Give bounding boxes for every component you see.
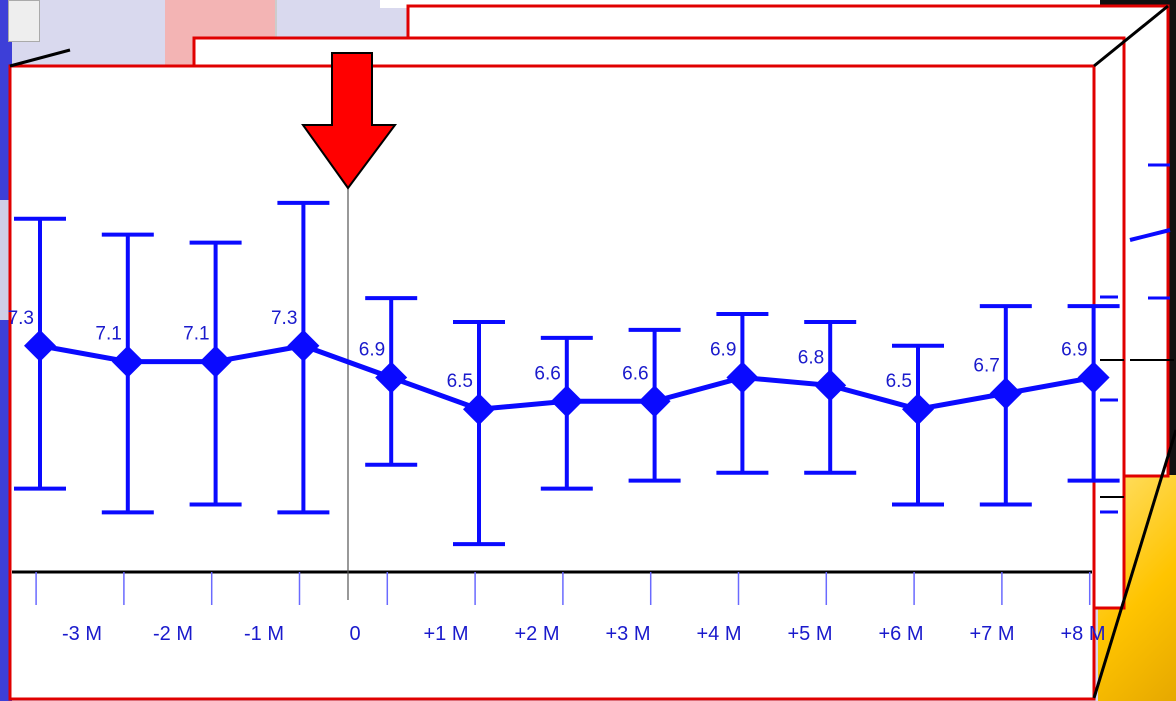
data-point-marker bbox=[638, 385, 671, 418]
x-tick-label: +4 M bbox=[696, 623, 741, 645]
data-label: 7.3 bbox=[8, 308, 34, 329]
down-arrow-icon bbox=[301, 52, 397, 190]
data-label: 6.6 bbox=[534, 363, 560, 384]
data-label: 6.9 bbox=[359, 340, 385, 361]
data-label: 6.6 bbox=[622, 363, 648, 384]
x-tick-label: -2 M bbox=[153, 623, 193, 645]
x-tick-label: +1 M bbox=[423, 623, 468, 645]
data-point-marker bbox=[111, 345, 144, 378]
background-chart-fragment bbox=[1100, 163, 1174, 514]
data-point-marker bbox=[24, 329, 56, 362]
data-label: 6.5 bbox=[447, 371, 473, 392]
data-point-marker bbox=[902, 393, 934, 426]
data-point-marker bbox=[550, 385, 583, 418]
data-point-marker bbox=[989, 377, 1022, 410]
x-tick-label: +2 M bbox=[514, 623, 559, 645]
x-tick-label: +5 M bbox=[787, 623, 832, 645]
chart-frame bbox=[8, 64, 1096, 701]
data-point-marker bbox=[463, 393, 495, 426]
data-point-marker bbox=[814, 369, 847, 402]
data-point-marker bbox=[726, 361, 759, 394]
background-page-edge bbox=[380, 0, 1176, 8]
data-label: 6.9 bbox=[1061, 340, 1087, 361]
data-label: 7.1 bbox=[183, 324, 209, 345]
data-label: 7.3 bbox=[271, 308, 297, 329]
x-tick-label: 0 bbox=[349, 623, 360, 645]
perspective-line bbox=[9, 48, 71, 68]
perspective-line bbox=[1092, 429, 1176, 699]
data-point-marker bbox=[1077, 361, 1110, 394]
x-tick-label: +3 M bbox=[605, 623, 650, 645]
x-tick-label: +7 M bbox=[969, 623, 1014, 645]
x-tick-label: +8 M bbox=[1060, 623, 1105, 645]
x-tick-label: -3 M bbox=[62, 623, 102, 645]
data-label: 6.5 bbox=[886, 371, 912, 392]
perspective-line bbox=[1093, 4, 1169, 68]
data-label: 7.1 bbox=[95, 324, 121, 345]
background-thumbnail bbox=[8, 0, 40, 42]
data-point-marker bbox=[287, 329, 320, 362]
data-point-marker bbox=[375, 361, 408, 394]
x-tick-label: -1 M bbox=[244, 623, 284, 645]
x-tick-label: +6 M bbox=[878, 623, 923, 645]
data-point-marker bbox=[199, 345, 232, 378]
data-label: 6.9 bbox=[710, 340, 736, 361]
data-label: 6.8 bbox=[798, 347, 824, 368]
data-label: 6.7 bbox=[973, 355, 999, 376]
